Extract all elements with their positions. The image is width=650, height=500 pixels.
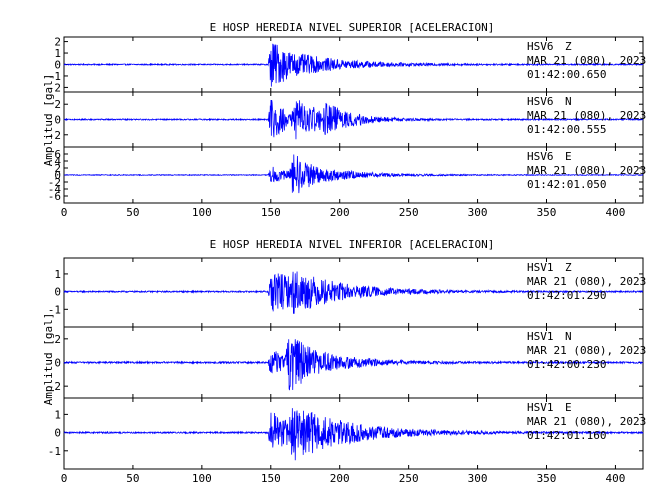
- component-label: N: [565, 95, 572, 108]
- x-tick-label: 100: [192, 472, 212, 485]
- trace-frame: [63, 397, 644, 470]
- station-label: HSV1: [527, 261, 554, 274]
- time-label: 01:42:00.230: [527, 358, 606, 371]
- station-label: HSV6: [527, 95, 554, 108]
- date-label: MAR 21 (080), 2023: [527, 164, 646, 177]
- y-tick-label: 1: [54, 268, 61, 281]
- y-tick-label: -2: [48, 81, 61, 94]
- upper-level-panel: E HOSP HEREDIA NIVEL SUPERIOR [ACELERACI…: [42, 21, 646, 219]
- date-label: MAR 21 (080), 2023: [527, 415, 646, 428]
- y-tick-label: -2: [48, 380, 61, 393]
- y-tick-label: 2: [54, 98, 61, 111]
- date-label: MAR 21 (080), 2023: [527, 344, 646, 357]
- x-tick-label: 250: [399, 206, 419, 219]
- time-label: 01:42:01.050: [527, 178, 606, 191]
- y-tick-label: 0: [54, 286, 61, 299]
- waveform-trace: [63, 43, 644, 87]
- component-label: E: [565, 401, 572, 414]
- y-tick-label: 1: [54, 408, 61, 421]
- y-tick-label: -4: [48, 183, 62, 196]
- x-tick-label: 50: [126, 472, 139, 485]
- x-tick-label: 200: [330, 206, 350, 219]
- y-tick-label: 6: [54, 148, 61, 161]
- x-tick-label: 200: [330, 472, 350, 485]
- y-tick-label: 0: [54, 357, 61, 370]
- y-tick-label: 1: [54, 47, 61, 60]
- station-label: HSV6: [527, 150, 554, 163]
- y-tick-label: 2: [54, 162, 61, 175]
- y-tick-label: 0: [54, 114, 61, 127]
- y-tick-label: 2: [54, 333, 61, 346]
- y-tick-label: -1: [48, 70, 61, 83]
- x-tick-label: 0: [61, 206, 68, 219]
- y-tick-label: -2: [48, 129, 61, 142]
- y-tick-label: 0: [54, 169, 61, 182]
- component-label: Z: [565, 40, 572, 53]
- x-tick-label: 100: [192, 206, 212, 219]
- y-tick-label: 0: [54, 59, 61, 72]
- x-tick-label: 350: [537, 472, 557, 485]
- x-tick-label: 250: [399, 472, 419, 485]
- waveform-trace: [63, 154, 644, 194]
- station-label: HSV1: [527, 330, 554, 343]
- component-label: E: [565, 150, 572, 163]
- x-tick-label: 300: [468, 472, 488, 485]
- station-label: HSV6: [527, 40, 554, 53]
- x-tick-label: 50: [126, 206, 139, 219]
- y-tick-label: 0: [54, 427, 61, 440]
- y-tick-label: 4: [54, 155, 61, 168]
- date-label: MAR 21 (080), 2023: [527, 275, 646, 288]
- chart-title: E HOSP HEREDIA NIVEL INFERIOR [ACELERACI…: [210, 238, 495, 251]
- time-label: 01:42:00.650: [527, 68, 606, 81]
- x-tick-label: 400: [605, 472, 625, 485]
- waveform-trace: [63, 408, 644, 461]
- component-label: Z: [565, 261, 572, 274]
- x-tick-label: 350: [537, 206, 557, 219]
- x-tick-label: 300: [468, 206, 488, 219]
- y-tick-label: 2: [54, 36, 61, 49]
- x-tick-label: 0: [61, 472, 68, 485]
- chart-title: E HOSP HEREDIA NIVEL SUPERIOR [ACELERACI…: [210, 21, 495, 34]
- component-label: N: [565, 330, 572, 343]
- x-tick-label: 150: [261, 472, 281, 485]
- waveform-trace: [63, 271, 644, 314]
- x-tick-label: 400: [605, 206, 625, 219]
- waveform-trace: [63, 339, 644, 391]
- waveform-trace: [63, 99, 644, 140]
- y-tick-label: -1: [48, 445, 61, 458]
- date-label: MAR 21 (080), 2023: [527, 109, 646, 122]
- date-label: MAR 21 (080), 2023: [527, 54, 646, 67]
- lower-level-panel: E HOSP HEREDIA NIVEL INFERIOR [ACELERACI…: [42, 238, 646, 485]
- time-label: 01:42:01.160: [527, 429, 606, 442]
- time-label: 01:42:01.290: [527, 289, 606, 302]
- x-tick-label: 150: [261, 206, 281, 219]
- y-axis-label: Amplitud [gal]: [42, 74, 55, 167]
- y-tick-label: -2: [48, 176, 61, 189]
- y-axis-label: Amplitud [gal]: [42, 313, 55, 406]
- station-label: HSV1: [527, 401, 554, 414]
- y-tick-label: -1: [48, 303, 61, 316]
- y-tick-label: -6: [48, 190, 61, 203]
- time-label: 01:42:00.555: [527, 123, 606, 136]
